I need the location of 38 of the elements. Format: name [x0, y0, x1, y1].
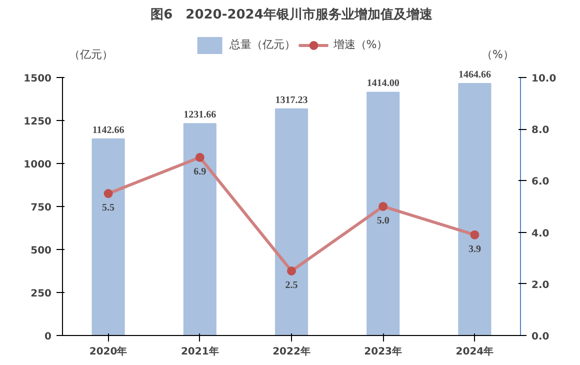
bar [92, 138, 125, 336]
data-label: 1317.23 [275, 94, 308, 106]
data-label: 5.5 [102, 202, 115, 214]
data-label: 3.9 [468, 244, 481, 255]
y2-tick-label: 10.0 [532, 73, 556, 84]
y2-tick-label: 0.0 [532, 332, 550, 342]
bar [183, 123, 216, 336]
y-tick-label: 500 [30, 245, 52, 256]
y2-tick-label: 6.0 [532, 176, 550, 188]
chart-title: 图6 2020-2024年银川市服务业增加值及增速 [150, 6, 434, 22]
x-tick-label: 2023年 [364, 346, 402, 358]
bar [274, 108, 308, 336]
data-label: 1231.66 [184, 110, 216, 121]
x-tick-label: 2022年 [272, 346, 310, 358]
data-label: 2.5 [285, 280, 298, 291]
x-tick-label: 2021年 [180, 346, 219, 358]
y2-tick-label: 8.0 [532, 125, 550, 136]
y-tick-label: 0 [44, 332, 52, 342]
y-tick-label: 1000 [24, 159, 52, 170]
y2-axis-title: （%） [481, 48, 514, 61]
y2-tick-label: 4.0 [532, 228, 550, 240]
bar [458, 82, 492, 336]
data-label: 1464.66 [458, 69, 491, 80]
data-label: 6.9 [194, 166, 206, 178]
bar [366, 92, 400, 336]
legend-label: 总量（亿元） [229, 37, 296, 52]
y-tick-label: 1500 [24, 73, 52, 84]
y-tick-label: 750 [30, 202, 52, 214]
data-label: 1414.00 [366, 78, 400, 90]
y2-tick-label: 2.0 [532, 280, 550, 291]
data-label: 5.0 [376, 215, 390, 226]
y-axis-title: （亿元） [68, 48, 113, 61]
legend-label: 增速（%） [333, 37, 388, 52]
x-tick-label: 2020年 [89, 346, 128, 358]
data-label: 1142.66 [92, 124, 124, 136]
y-tick-label: 1250 [24, 116, 52, 128]
y-tick-label: 250 [30, 288, 52, 300]
x-tick-label: 2024年 [456, 346, 494, 358]
